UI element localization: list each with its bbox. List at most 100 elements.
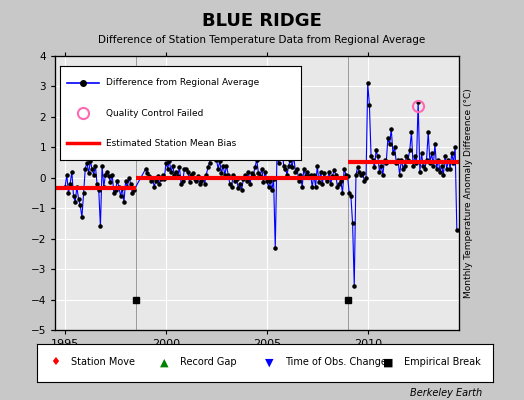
Point: [130, 187, 138, 193]
Y-axis label: Monthly Temperature Anomaly Difference (°C): Monthly Temperature Anomaly Difference (…: [464, 88, 473, 298]
Point: [112, 187, 120, 193]
Point: [278, 141, 286, 148]
Point: [379, 172, 387, 178]
Point: [83, 159, 91, 166]
Point: [147, 178, 155, 184]
Point: [157, 176, 165, 182]
Point: [259, 179, 268, 186]
Point: [103, 168, 111, 175]
Point: [365, 102, 374, 108]
Point: [221, 172, 229, 178]
Point: [116, 193, 125, 199]
Point: [190, 176, 199, 182]
Point: [352, 172, 360, 178]
Point: [347, 193, 355, 199]
Point: [231, 178, 239, 184]
Point: [172, 168, 180, 175]
Point: [350, 283, 358, 289]
Point: [211, 141, 219, 148]
Point: [431, 141, 439, 148]
Point: [254, 170, 263, 176]
Point: [234, 185, 243, 192]
Point: [69, 193, 78, 199]
Point: [355, 168, 364, 175]
Point: [385, 141, 394, 148]
Point: [249, 172, 258, 178]
Point: [343, 173, 352, 180]
Point: [183, 168, 192, 175]
Point: [370, 164, 379, 170]
Point: [451, 144, 460, 150]
Point: [449, 159, 457, 166]
Point: [219, 162, 227, 169]
Point: [392, 159, 400, 166]
Point: [194, 173, 202, 180]
Point: [108, 172, 116, 178]
Point: [61, 184, 69, 190]
Point: [73, 184, 81, 190]
Point: [439, 172, 447, 178]
Point: [192, 178, 200, 184]
Point: [380, 156, 389, 163]
Point: [325, 168, 333, 175]
Point: [155, 181, 163, 187]
Text: Time of Obs. Change: Time of Obs. Change: [285, 357, 387, 367]
Point: [335, 181, 343, 187]
Point: [122, 178, 130, 184]
Point: [397, 156, 406, 163]
Point: [417, 150, 425, 157]
Point: [394, 156, 402, 163]
Point: [276, 150, 285, 157]
Point: [296, 172, 304, 178]
Point: [76, 202, 84, 208]
Point: [434, 156, 443, 163]
Point: [62, 172, 71, 178]
Point: [106, 179, 115, 186]
Point: [288, 164, 296, 170]
Point: [202, 172, 211, 178]
Point: [88, 166, 96, 172]
Point: [195, 181, 204, 187]
Point: [332, 172, 340, 178]
Point: [432, 166, 441, 172]
Point: [402, 153, 411, 160]
Point: [372, 147, 380, 154]
Point: [145, 173, 154, 180]
Point: [148, 174, 157, 181]
Text: Station Move: Station Move: [71, 357, 135, 367]
Point: [64, 190, 73, 196]
Point: [446, 166, 454, 172]
Point: [170, 172, 179, 178]
Point: [353, 164, 362, 170]
Point: [215, 158, 224, 164]
Point: [182, 166, 190, 172]
Point: [237, 187, 246, 193]
Point: [163, 166, 172, 172]
Point: [175, 164, 183, 170]
Point: [125, 174, 133, 181]
Point: [290, 153, 298, 160]
Point: [205, 159, 214, 166]
Point: [264, 184, 272, 190]
Point: [313, 162, 321, 169]
Point: [185, 179, 194, 186]
Point: [229, 172, 237, 178]
Point: [360, 178, 368, 184]
Point: [143, 170, 151, 176]
Point: [293, 166, 301, 172]
Point: [364, 80, 372, 86]
Point: [387, 126, 396, 132]
Point: [283, 172, 291, 178]
Point: [421, 166, 429, 172]
Point: [100, 184, 108, 190]
Point: [199, 174, 207, 181]
Point: [453, 226, 461, 233]
Point: [256, 173, 264, 180]
Point: [322, 174, 330, 181]
Point: [167, 168, 175, 175]
Point: [396, 172, 404, 178]
Point: [326, 181, 335, 187]
Point: [357, 172, 365, 178]
Text: ♦: ♦: [50, 357, 60, 367]
Point: [336, 178, 345, 184]
